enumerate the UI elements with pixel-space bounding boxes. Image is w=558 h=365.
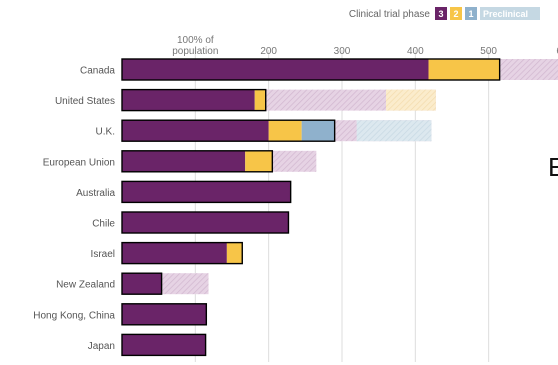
bar-israel-phase-2 <box>226 242 243 264</box>
bar-outline-7 <box>121 272 163 295</box>
legend-title: Clinical trial phase <box>349 9 431 20</box>
legend-swatch-0 <box>435 7 447 20</box>
tick-label-300: 300 <box>334 46 351 57</box>
bar-canada-phase-3 <box>122 59 429 80</box>
bar-hong-kong-china-phase-3 <box>122 303 207 325</box>
tick-line: 100% of <box>177 35 214 46</box>
potential-bar-3 <box>272 150 317 172</box>
tick-line: population <box>172 46 218 57</box>
bar-united-states-phase-3 <box>122 89 255 111</box>
category-label: United States <box>55 96 115 107</box>
tick-line: 500 <box>480 46 497 57</box>
bar-outline-4 <box>121 180 292 204</box>
bar-outline-2 <box>121 119 336 142</box>
bar-european-union-phase-3 <box>122 150 246 172</box>
legend-swatch-2 <box>465 7 477 20</box>
category-label: New Zealand <box>56 280 115 291</box>
category-label: Japan <box>88 341 115 352</box>
bar-outline-6 <box>121 241 243 265</box>
category-label: Hong Kong, China <box>33 310 115 321</box>
potential-bar-7 <box>161 273 209 295</box>
legend-swatch-1 <box>450 7 462 20</box>
legend-swatch-3 <box>480 7 540 20</box>
category-label: Canada <box>80 66 115 77</box>
tick-line: 300 <box>334 46 351 57</box>
bar-outline-0 <box>121 58 501 81</box>
tick-line: 60 <box>556 46 558 57</box>
bars <box>121 58 558 357</box>
tick-label-400: 400 <box>407 46 424 57</box>
bar-canada-phase-2 <box>428 59 500 80</box>
category-label: Chile <box>92 219 115 230</box>
legend-entry-1: 2 <box>453 9 458 19</box>
potential-bar-0 <box>499 59 558 80</box>
bar-outline-3 <box>121 150 274 173</box>
potential-bar-yellow-1 <box>385 89 436 111</box>
category-label: U.K. <box>96 127 115 138</box>
bar-outline-9 <box>121 333 207 357</box>
bar-outline-1 <box>121 88 267 112</box>
bar-outline-8 <box>121 303 208 326</box>
tick-line: 200 <box>260 46 277 57</box>
tick-label-500: 500 <box>480 46 497 57</box>
bar-european-union-phase-2 <box>245 150 273 172</box>
bar-outline-5 <box>121 211 290 234</box>
bar-israel-phase-3 <box>122 242 227 264</box>
overlay-letter: E <box>548 152 558 182</box>
potential-bar-blue-2 <box>356 120 432 142</box>
legend: Clinical trial phase 3 2 1 Preclinical <box>349 7 540 20</box>
bar-u-k--phase-3 <box>122 120 269 142</box>
tick-label-200: 200 <box>260 46 277 57</box>
bar-u-k--phase-2 <box>268 120 302 142</box>
tick-label-600: 60 <box>556 46 558 57</box>
bar-united-states-phase-2 <box>254 89 266 111</box>
bar-japan-phase-3 <box>122 334 206 356</box>
bar-u-k--phase-1 <box>301 120 335 142</box>
legend-entry-2: 1 <box>468 9 473 19</box>
category-label: Israel <box>91 249 115 260</box>
tick-line: 400 <box>407 46 424 57</box>
tick-label-100: 100% of population <box>172 35 218 57</box>
category-label: Australia <box>76 188 115 199</box>
bar-australia-phase-3 <box>122 181 291 203</box>
category-labels: Canada United States U.K. European Union Aus… <box>33 66 115 352</box>
legend-entry-0: 3 <box>438 9 443 19</box>
bar-chile-phase-3 <box>122 212 289 233</box>
bar-new-zealand-phase-3 <box>122 273 162 295</box>
category-label: European Union <box>43 157 115 168</box>
legend-entry-3: Preclinical <box>483 9 528 19</box>
